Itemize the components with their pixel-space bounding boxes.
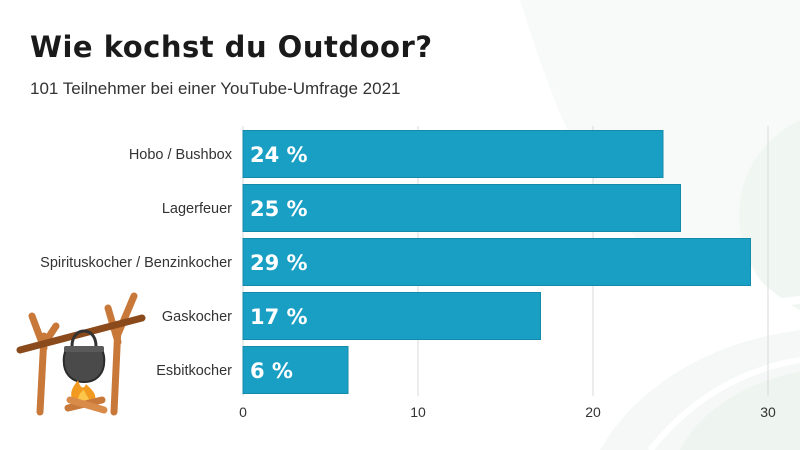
bar-layer bbox=[242, 130, 751, 394]
x-tick-label: 20 bbox=[585, 404, 601, 420]
x-tick-label: 30 bbox=[760, 404, 776, 420]
data-label: 29 % bbox=[250, 251, 308, 275]
x-tick-label: 0 bbox=[239, 404, 247, 420]
category-label: Lagerfeuer bbox=[162, 201, 232, 217]
data-label: 24 % bbox=[250, 143, 308, 167]
bar-1 bbox=[242, 130, 664, 178]
category-label: Esbitkocher bbox=[156, 363, 232, 379]
bar-4 bbox=[242, 292, 541, 340]
bar-3 bbox=[242, 238, 751, 286]
bar-5 bbox=[242, 346, 349, 394]
chart-subtitle: 101 Teilnehmer bei einer YouTube-Umfrage… bbox=[30, 79, 401, 98]
x-tick-label: 10 bbox=[410, 404, 426, 420]
data-label: 17 % bbox=[250, 305, 308, 329]
bar-2 bbox=[242, 184, 681, 232]
chart-title: Wie kochst du Outdoor? bbox=[30, 30, 433, 64]
category-label: Spirituskocher / Benzinkocher bbox=[40, 255, 232, 271]
campfire-cooking-pot-icon bbox=[16, 292, 146, 416]
data-label: 25 % bbox=[250, 197, 308, 221]
label-layer: 0 10 20 30 Hobo / Bushbox 24 % Lagerfeuer 25 % S… bbox=[40, 143, 776, 420]
category-label: Hobo / Bushbox bbox=[129, 147, 233, 163]
data-label: 6 % bbox=[250, 359, 293, 383]
category-label: Gaskocher bbox=[162, 309, 232, 325]
